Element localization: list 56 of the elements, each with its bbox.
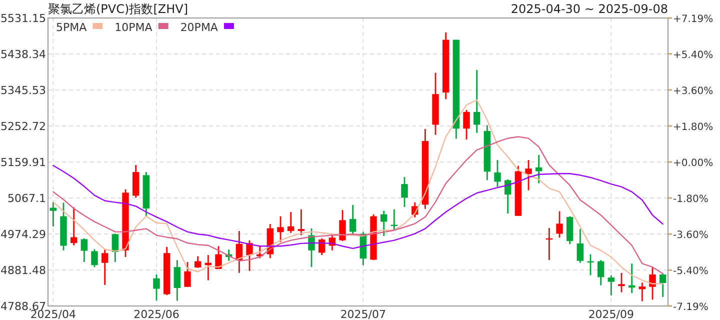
y2-tick-label: +3.60% xyxy=(673,86,714,97)
candlestick xyxy=(194,256,202,269)
x-tick-label: 2025/07 xyxy=(340,308,386,320)
candlestick xyxy=(618,272,625,293)
candlestick xyxy=(153,274,160,302)
y2-tick-label: -7.19% xyxy=(673,302,708,313)
chart-subtitle: 2025-04-30 ~ 2025-09-08 xyxy=(510,2,668,16)
y-tick-label: 5531.15 xyxy=(0,12,46,25)
candlestick xyxy=(401,176,408,208)
candlestick xyxy=(494,159,501,188)
candlestick xyxy=(473,69,480,134)
legend-label: 5PMA xyxy=(56,21,88,34)
chart-title: 聚氯乙烯(PVC)指数[ZHV] xyxy=(48,2,188,16)
candlestick xyxy=(659,272,666,298)
candlestick xyxy=(380,210,388,237)
y-tick-label: 5345.53 xyxy=(0,84,46,97)
candlestick xyxy=(70,206,78,246)
y-tick-label: 5438.34 xyxy=(0,48,46,61)
legend-label: 10PMA xyxy=(114,21,153,34)
y2-tick-label: +1.80% xyxy=(673,122,714,133)
y2-tick-label: -1.80% xyxy=(673,194,708,206)
y-tick-label: 5159.91 xyxy=(0,156,46,169)
candlestick xyxy=(649,266,656,300)
candlestick xyxy=(339,209,346,242)
candlestick xyxy=(91,248,98,268)
candlestick xyxy=(349,204,356,236)
candlestick xyxy=(50,201,57,228)
candlestick xyxy=(287,211,294,234)
candlestick xyxy=(298,208,305,236)
y2-tick-label: +7.19% xyxy=(673,14,714,25)
x-tick-label: 2025/09 xyxy=(588,308,634,320)
candlestick xyxy=(80,238,88,263)
x-tick-label: 2025/06 xyxy=(134,308,180,320)
y-tick-label: 5067.1 xyxy=(8,192,46,205)
candlestick xyxy=(132,164,140,198)
candlestick xyxy=(525,159,532,191)
candlestick xyxy=(597,259,604,286)
y2-tick-label: +5.40% xyxy=(673,50,714,61)
y-tick-label: 5252.72 xyxy=(0,120,46,133)
y-tick-label: 4881.48 xyxy=(0,264,46,277)
legend-label: 20PMA xyxy=(180,21,218,34)
y2-tick-label: -3.60% xyxy=(673,230,708,242)
candlestick xyxy=(101,248,108,286)
candlestick xyxy=(608,274,615,296)
y-tick-label: 4974.29 xyxy=(0,228,46,241)
candlestick xyxy=(215,245,222,270)
candlestick xyxy=(277,216,284,243)
candlestick xyxy=(174,259,181,302)
candlestick xyxy=(112,233,119,263)
candlestick xyxy=(576,228,584,264)
candlestick xyxy=(184,261,191,288)
candlestick xyxy=(463,109,470,140)
y2-tick-label: -5.40% xyxy=(673,266,708,278)
candlestick xyxy=(556,210,563,238)
y2-tick-label: +0.00% xyxy=(673,158,714,169)
candlestick xyxy=(535,154,542,184)
